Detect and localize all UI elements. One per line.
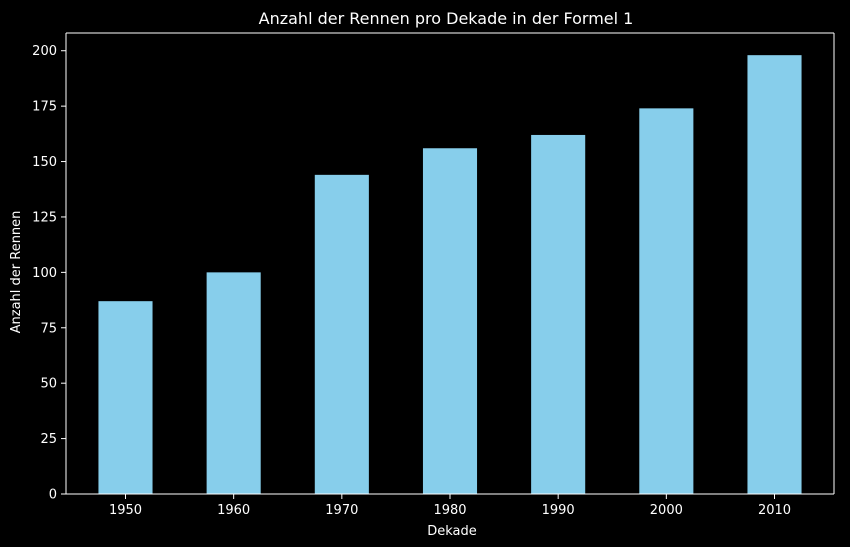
y-tick-label: 200 xyxy=(32,44,57,59)
y-axis-ticks: 0 25 50 75 100 125 150 175 200 xyxy=(32,44,66,503)
y-tick-label: 100 xyxy=(32,266,57,281)
bar-1990 xyxy=(531,134,586,495)
bar-1960 xyxy=(206,272,261,494)
x-tick-label: 1970 xyxy=(325,503,358,518)
y-tick-label: 125 xyxy=(32,210,57,225)
y-tick-label: 0 xyxy=(49,488,57,503)
x-tick-label: 1950 xyxy=(109,503,142,518)
y-tick-label: 175 xyxy=(32,100,57,115)
bars-group xyxy=(98,55,802,495)
x-tick-label: 2010 xyxy=(758,503,791,518)
y-axis-label: Anzahl der Rennen xyxy=(9,211,24,334)
bar-1980 xyxy=(422,148,478,494)
y-tick-label: 25 xyxy=(40,432,57,447)
x-tick-label: 1990 xyxy=(542,503,575,518)
y-tick-label: 75 xyxy=(40,321,57,336)
x-tick-label: 1960 xyxy=(217,503,250,518)
x-tick-label: 1980 xyxy=(433,503,466,518)
x-tick-label: 2000 xyxy=(650,503,683,518)
x-axis-label: Dekade xyxy=(427,524,477,539)
y-tick-label: 150 xyxy=(32,155,57,170)
x-axis-ticks: 1950 1960 1970 1980 1990 2000 2010 xyxy=(109,494,791,518)
chart-title: Anzahl der Rennen pro Dekade in der Form… xyxy=(259,9,634,28)
bar-1970 xyxy=(314,174,369,494)
bar-2000 xyxy=(639,108,694,494)
bar-1950 xyxy=(98,301,153,494)
y-tick-label: 50 xyxy=(40,377,57,392)
bar-2010 xyxy=(747,55,802,495)
